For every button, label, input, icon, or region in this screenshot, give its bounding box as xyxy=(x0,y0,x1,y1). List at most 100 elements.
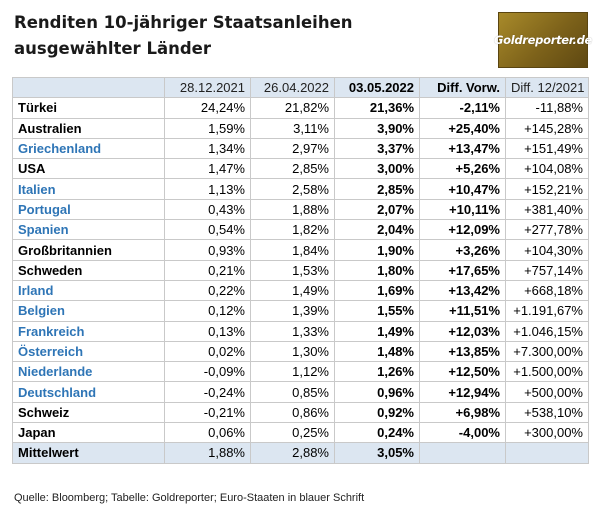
table-row: Frankreich 0,13% 1,33% 1,49% +12,03% +1.046,1… xyxy=(12,320,589,342)
yield-03-05-2022-cell: 1,90% xyxy=(334,239,420,261)
country-cell: Frankreich xyxy=(12,320,165,342)
yield-03-05-2022-cell: 2,04% xyxy=(334,219,420,241)
mean-row: Mittelwert 1,88% 2,88% 3,05% xyxy=(12,442,589,464)
yield-26-04-2022-cell: 1,53% xyxy=(250,259,335,281)
country-cell: Irland xyxy=(12,279,165,302)
header-date-2: 26.04.2022 xyxy=(250,76,335,99)
country-cell: Australien xyxy=(12,117,165,139)
country-cell: Großbritannien xyxy=(12,239,165,261)
yield-03-05-2022-cell: 21,36% xyxy=(334,97,420,119)
diff-12-2021-cell: +757,14% xyxy=(505,259,589,281)
table-row: Belgien 0,12% 1,39% 1,55% +11,51% +1.191,67% xyxy=(12,300,589,322)
diff-12-2021-cell: +538,10% xyxy=(505,401,589,424)
yield-26-04-2022-cell: 1,30% xyxy=(250,340,335,363)
diff-prev-week-cell: +11,51% xyxy=(419,300,506,322)
yield-03-05-2022-cell: 3,90% xyxy=(334,117,420,139)
yield-28-12-2021-cell: 1,59% xyxy=(164,117,251,139)
table-row: Schweden 0,21% 1,53% 1,80% +17,65% +757,14% xyxy=(12,259,589,281)
diff-prev-week-cell: +5,26% xyxy=(419,158,506,180)
country-cell: Belgien xyxy=(12,300,165,322)
yield-28-12-2021-cell: 0,54% xyxy=(164,219,251,241)
diff-12-2021-cell: +500,00% xyxy=(505,381,589,403)
diff-prev-week-cell: +17,65% xyxy=(419,259,506,281)
diff-prev-week-cell: +12,50% xyxy=(419,361,506,383)
source-note: Quelle: Bloomberg; Tabelle: Goldreporter… xyxy=(14,492,365,504)
header-diff-12-2021: Diff. 12/2021 xyxy=(505,76,589,99)
table-row: Österreich 0,02% 1,30% 1,48% +13,85% +7.300,0… xyxy=(12,340,589,363)
yield-28-12-2021-cell: 0,02% xyxy=(164,340,251,363)
yield-28-12-2021-cell: 0,93% xyxy=(164,239,251,261)
yield-26-04-2022-cell: 0,86% xyxy=(250,401,335,424)
yield-28-12-2021-cell: 0,21% xyxy=(164,259,251,281)
diff-prev-week-cell: +10,11% xyxy=(419,198,506,221)
header-country xyxy=(12,76,165,99)
diff-12-2021-cell: +145,28% xyxy=(505,117,589,139)
yield-03-05-2022-cell: 1,26% xyxy=(334,361,420,383)
yield-28-12-2021-cell: -0,24% xyxy=(164,381,251,403)
country-cell: Österreich xyxy=(12,340,165,363)
header-date-1: 28.12.2021 xyxy=(164,76,251,99)
title-line-2: ausgewählter Länder xyxy=(14,39,211,58)
yield-28-12-2021-cell: 1,47% xyxy=(164,158,251,180)
yield-28-12-2021-cell: 1,13% xyxy=(164,178,251,200)
table-row: Großbritannien 0,93% 1,84% 1,90% +3,26% +104,… xyxy=(12,239,589,261)
diff-12-2021-cell: +300,00% xyxy=(505,422,589,444)
diff-12-2021-cell: +1.191,67% xyxy=(505,300,589,322)
yield-26-04-2022-cell: 0,25% xyxy=(250,422,335,444)
table-row: Portugal 0,43% 1,88% 2,07% +10,11% +381,40% xyxy=(12,198,589,221)
table-row: Türkei 24,24% 21,82% 21,36% -2,11% -11,88% xyxy=(12,97,589,119)
diff-prev-week-cell: +3,26% xyxy=(419,239,506,261)
yield-03-05-2022-cell: 2,07% xyxy=(334,198,420,221)
table-row: Japan 0,06% 0,25% 0,24% -4,00% +300,00% xyxy=(12,422,589,444)
diff-12-2021-cell: +104,30% xyxy=(505,239,589,261)
yield-03-05-2022-cell: 3,37% xyxy=(334,137,420,160)
yield-03-05-2022-cell: 1,69% xyxy=(334,279,420,302)
table-row: Niederlande -0,09% 1,12% 1,26% +12,50% +1.500… xyxy=(12,361,589,383)
yield-26-04-2022-cell: 1,39% xyxy=(250,300,335,322)
diff-12-2021-cell: +152,21% xyxy=(505,178,589,200)
logo-text: Goldreporter.de xyxy=(493,33,593,47)
diff-prev-week-cell: -4,00% xyxy=(419,422,506,444)
yield-03-05-2022-cell: 1,48% xyxy=(334,340,420,363)
diff-prev-week-cell: +6,98% xyxy=(419,401,506,424)
yield-26-04-2022-cell: 2,85% xyxy=(250,158,335,180)
yield-26-04-2022-cell: 1,33% xyxy=(250,320,335,342)
yield-26-04-2022-cell: 3,11% xyxy=(250,117,335,139)
diff-prev-week-cell: +25,40% xyxy=(419,117,506,139)
table-header-row: 28.12.2021 26.04.2022 03.05.2022 Diff. V… xyxy=(12,76,589,99)
yield-26-04-2022-cell: 1,84% xyxy=(250,239,335,261)
mean-26-04-2022-cell: 2,88% xyxy=(250,442,335,464)
diff-prev-week-cell: +10,47% xyxy=(419,178,506,200)
yield-28-12-2021-cell: 0,43% xyxy=(164,198,251,221)
yield-28-12-2021-cell: 0,12% xyxy=(164,300,251,322)
diff-12-2021-cell: +104,08% xyxy=(505,158,589,180)
yield-26-04-2022-cell: 1,82% xyxy=(250,219,335,241)
diff-prev-week-cell: +13,47% xyxy=(419,137,506,160)
table-row: Spanien 0,54% 1,82% 2,04% +12,09% +277,78% xyxy=(12,219,589,241)
mean-03-05-2022-cell: 3,05% xyxy=(334,442,420,464)
diff-12-2021-cell: +7.300,00% xyxy=(505,340,589,363)
yield-03-05-2022-cell: 1,49% xyxy=(334,320,420,342)
mean-label-cell: Mittelwert xyxy=(12,442,165,464)
yield-26-04-2022-cell: 1,12% xyxy=(250,361,335,383)
diff-12-2021-cell: +1.500,00% xyxy=(505,361,589,383)
country-cell: Spanien xyxy=(12,219,165,241)
mean-diff-prev-week-cell xyxy=(419,442,506,464)
yield-03-05-2022-cell: 0,92% xyxy=(334,401,420,424)
diff-prev-week-cell: -2,11% xyxy=(419,97,506,119)
diff-prev-week-cell: +12,09% xyxy=(419,219,506,241)
diff-prev-week-cell: +12,94% xyxy=(419,381,506,403)
country-cell: Türkei xyxy=(12,97,165,119)
country-cell: Schweiz xyxy=(12,401,165,424)
page-title: Renditen 10-jähriger Staatsanleihen ausg… xyxy=(14,10,434,62)
diff-prev-week-cell: +13,85% xyxy=(419,340,506,363)
table-row: Schweiz -0,21% 0,86% 0,92% +6,98% +538,10% xyxy=(12,401,589,424)
country-cell: Schweden xyxy=(12,259,165,281)
table-row: Griechenland 1,34% 2,97% 3,37% +13,47% +151,4… xyxy=(12,137,589,160)
diff-prev-week-cell: +13,42% xyxy=(419,279,506,302)
yield-26-04-2022-cell: 2,97% xyxy=(250,137,335,160)
country-cell: Griechenland xyxy=(12,137,165,160)
yield-28-12-2021-cell: -0,21% xyxy=(164,401,251,424)
yield-26-04-2022-cell: 2,58% xyxy=(250,178,335,200)
country-cell: Italien xyxy=(12,178,165,200)
